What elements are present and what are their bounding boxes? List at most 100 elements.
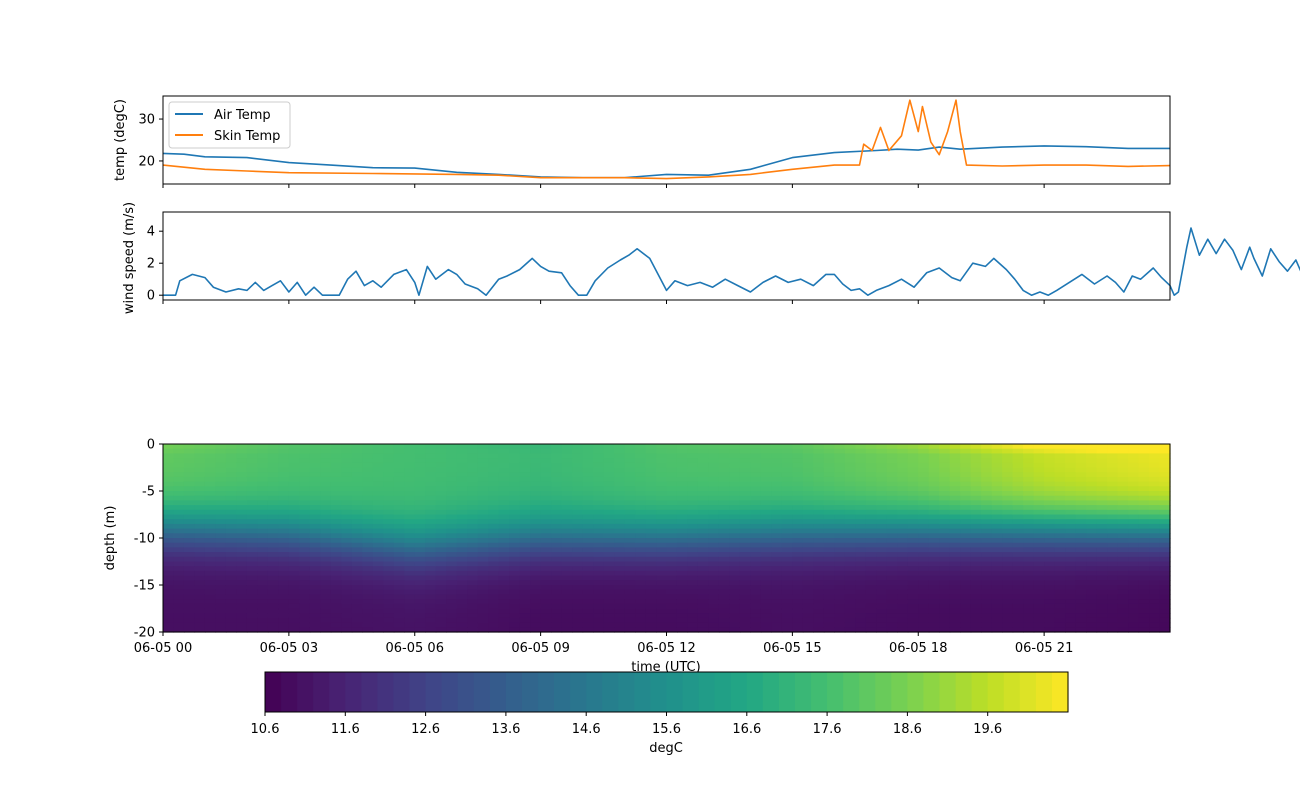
heatmap-cell	[666, 580, 678, 586]
heatmap-cell	[498, 528, 510, 534]
heatmap-cell	[708, 500, 720, 506]
heatmap-cell	[1138, 570, 1150, 577]
heatmap-cell	[1138, 481, 1150, 487]
heatmap-cell	[372, 509, 384, 516]
heatmap-cell	[320, 467, 332, 473]
heatmap-cell	[1065, 575, 1077, 581]
heatmap-cell	[404, 500, 416, 506]
heatmap-cell	[330, 462, 342, 469]
heatmap-cell	[1149, 561, 1161, 567]
heatmap-cell	[645, 547, 657, 553]
heatmap-cell	[781, 566, 793, 572]
heatmap-cell	[876, 481, 888, 487]
heatmap-cell	[498, 467, 510, 473]
heatmap-cell	[593, 514, 605, 520]
heatmap-cell	[666, 462, 678, 469]
heatmap-cell	[593, 622, 605, 628]
heatmap-cell	[1159, 580, 1171, 586]
heatmap-cell	[425, 519, 437, 525]
heatmap-cell	[813, 566, 825, 572]
heatmap-cell	[257, 538, 269, 544]
heatmap-cell	[330, 589, 342, 595]
heatmap-cell	[771, 467, 783, 473]
heatmap-cell	[1002, 495, 1014, 501]
heatmap-cell	[708, 472, 720, 478]
heatmap-cell	[236, 585, 248, 591]
heatmap-cell	[467, 542, 479, 548]
heatmap-cell	[792, 622, 804, 628]
heatmap-cell	[519, 472, 531, 478]
heatmap-cell	[635, 617, 647, 624]
heatmap-cell	[362, 519, 374, 525]
heatmap-cell	[163, 585, 175, 591]
heatmap-cell	[1086, 533, 1098, 539]
heatmap-cell	[488, 481, 500, 487]
heatmap-cell	[718, 523, 731, 530]
heatmap-cell	[1159, 556, 1171, 563]
heatmap-cell	[467, 613, 479, 619]
heatmap-cell	[876, 528, 888, 534]
heatmap-cell	[1086, 547, 1098, 553]
heatmap-cell	[697, 505, 710, 511]
heatmap-cell	[771, 542, 783, 548]
heatmap-cell	[309, 467, 321, 473]
heatmap-cell	[561, 448, 573, 454]
heatmap-cell	[509, 486, 521, 492]
heatmap-cell	[865, 505, 877, 511]
heatmap-cell	[676, 566, 689, 572]
heatmap-cell	[341, 444, 353, 450]
heatmap-cell	[771, 533, 783, 539]
heatmap-cell	[1128, 561, 1140, 567]
heatmap-cell	[1128, 472, 1140, 478]
colorbar-swatch	[538, 672, 555, 712]
heatmap-cell	[1159, 608, 1171, 614]
heatmap-cell	[928, 542, 940, 548]
heatmap-cell	[414, 486, 426, 492]
heatmap-cell	[561, 575, 573, 581]
heatmap-cell	[446, 467, 458, 473]
heatmap-cell	[372, 519, 384, 525]
heatmap-cell	[970, 523, 982, 530]
heatmap-cell	[656, 552, 668, 558]
heatmap-cell	[823, 505, 835, 511]
heatmap-cell	[519, 547, 531, 553]
heatmap-cell	[802, 500, 814, 506]
heatmap-cell	[928, 570, 940, 577]
heatmap-cell	[1033, 561, 1045, 567]
heatmap-cell	[498, 594, 510, 600]
heatmap-cell	[771, 523, 783, 530]
heatmap-cell	[624, 481, 636, 487]
heatmap-cell	[488, 622, 500, 628]
heatmap-cell	[981, 561, 993, 567]
heatmap-cell	[362, 585, 374, 591]
heatmap-cell	[603, 561, 615, 567]
heatmap-cell	[949, 505, 961, 511]
heatmap-cell	[593, 523, 605, 530]
colorbar-swatch	[923, 672, 941, 712]
heatmap-cell	[383, 594, 395, 600]
heatmap-cell	[173, 542, 185, 548]
heatmap-cell	[1065, 495, 1077, 501]
heatmap-cell	[1096, 617, 1108, 624]
heatmap-cell	[1086, 462, 1098, 469]
heatmap-cell	[593, 570, 605, 577]
heatmap-cell	[1012, 580, 1024, 586]
heatmap-cell	[1033, 505, 1045, 511]
heatmap-cell	[876, 533, 888, 539]
heatmap-cell	[897, 552, 909, 558]
heatmap-cell	[341, 561, 353, 567]
heatmap-cell	[813, 481, 825, 487]
heatmap-cell	[865, 500, 877, 506]
heatmap-cell	[729, 580, 741, 586]
heatmap-cell	[645, 538, 657, 544]
heatmap-cell	[1023, 538, 1035, 544]
heatmap-cell	[372, 523, 384, 530]
heatmap-cell	[928, 580, 940, 586]
heatmap-cell	[572, 453, 584, 459]
heatmap-cell	[1054, 523, 1066, 530]
heatmap-cell	[1012, 617, 1024, 624]
heatmap-cell	[320, 617, 332, 624]
heatmap-cell	[582, 486, 594, 492]
heatmap-cell	[949, 570, 961, 577]
heatmap-cell	[1138, 556, 1150, 563]
